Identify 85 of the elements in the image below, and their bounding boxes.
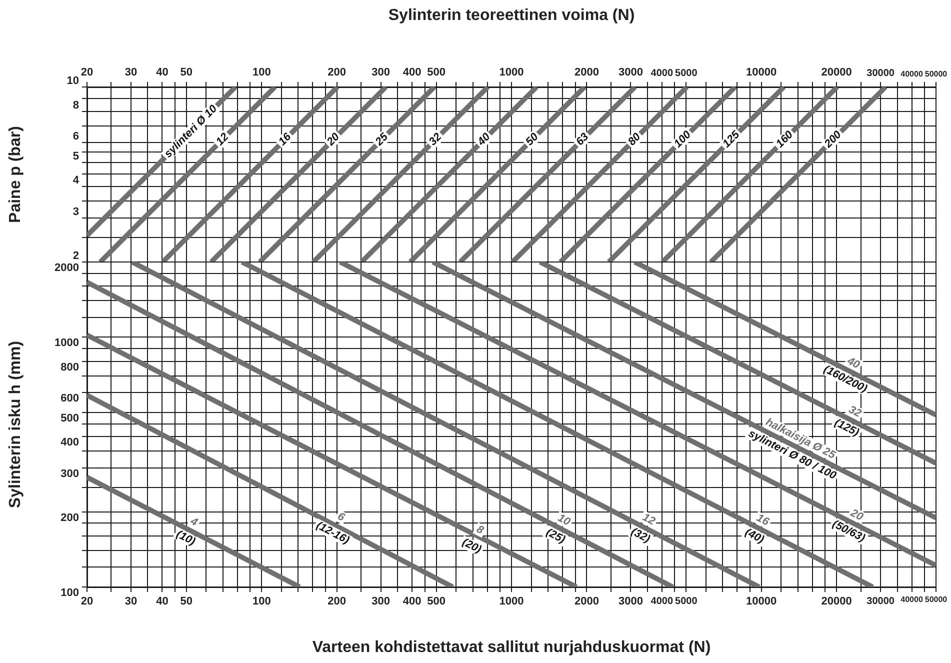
x-tick-label: 300: [372, 66, 390, 78]
y-tick-label: 3: [72, 206, 79, 218]
text: 50: [524, 130, 542, 148]
text: 6: [336, 510, 348, 524]
x-tick-label: 30000: [866, 596, 895, 607]
x-tick-label: 200: [328, 596, 346, 608]
text: 40: [474, 130, 493, 149]
y-axis-title: Sylinterin isku h (mm): [7, 340, 24, 508]
text: 80: [626, 130, 644, 148]
text: 100: [672, 128, 694, 150]
x-axis-title: Sylinterin teoreettinen voima (N): [388, 7, 635, 24]
x-tick-label: 4000: [650, 596, 674, 607]
text: 63: [574, 130, 592, 148]
x-tick-label: 2000: [574, 66, 599, 78]
y-axis-title: Paine p (bar): [7, 126, 24, 223]
text: 16: [754, 512, 772, 529]
x-tick-label: 200: [328, 66, 346, 78]
x-tick-label: 5000: [675, 596, 698, 607]
x-tick-label: 4000: [650, 68, 674, 79]
text: 32: [846, 404, 864, 420]
y-tick-label: 2: [72, 250, 79, 262]
x-tick-label: 50: [180, 66, 193, 78]
x-tick-label: 100: [252, 66, 271, 78]
text: 40: [844, 354, 862, 372]
text: 4: [188, 514, 200, 529]
text: 20: [848, 506, 866, 524]
text: 32: [426, 130, 444, 148]
x-tick-label: 40000: [900, 595, 924, 604]
text: 12: [214, 130, 232, 148]
text: 20: [324, 130, 343, 149]
x-tick-label: 1000: [499, 66, 524, 78]
text: 8: [474, 523, 486, 538]
annotation: (25): [544, 526, 568, 546]
x-tick-label: 20: [80, 596, 94, 608]
annotation: (40): [743, 526, 766, 546]
text: 25: [372, 130, 392, 149]
text: 125: [720, 128, 743, 150]
x-tick-label: 2000: [574, 596, 599, 608]
y-tick-label: 200: [60, 512, 79, 524]
x-tick-label: 30: [124, 596, 138, 608]
x-tick-label: 3000: [618, 596, 643, 608]
x-tick-label: 40000: [900, 69, 924, 78]
y-tick-label: 5: [72, 150, 79, 162]
x-tick-label: 50: [180, 596, 193, 608]
annotation: (32): [629, 526, 652, 546]
x-tick-label: 20: [80, 66, 94, 78]
x-tick-label: 50000: [924, 595, 948, 604]
text: 160: [774, 128, 796, 150]
x-tick-label: 100: [252, 596, 271, 608]
x-tick-label: 40: [156, 596, 168, 608]
text: 16: [276, 130, 294, 148]
x-tick-label: 10000: [746, 66, 777, 78]
x-tick-label: 30: [124, 66, 138, 78]
x-tick-label: 20000: [821, 66, 852, 78]
y-tick-label: 500: [60, 412, 79, 424]
y-tick-label: 300: [60, 468, 79, 480]
y-tick-label: 400: [60, 436, 79, 449]
y-tick-label: 4: [72, 174, 80, 187]
annotation: (125): [832, 416, 862, 440]
annotation: (10): [174, 528, 198, 548]
x-tick-label: 50000: [924, 69, 948, 78]
y-tick-label: 600: [60, 392, 79, 405]
y-tick-label: 2000: [54, 262, 79, 274]
x-tick-label: 20000: [821, 596, 852, 608]
y-tick-label: 8: [72, 99, 79, 112]
text: 200: [822, 128, 844, 151]
y-tick-label: 1000: [54, 337, 79, 350]
x-tick-label: 10000: [746, 596, 777, 608]
x-tick-label: 30000: [866, 68, 895, 79]
x-axis-title: Varteen kohdistettavat sallitut nurjahduskuormat (N): [312, 638, 711, 656]
x-tick-label: 300: [372, 596, 390, 608]
x-tick-label: 500: [427, 596, 446, 608]
x-tick-label: 400: [402, 596, 422, 608]
text: 10: [556, 512, 573, 529]
text: 12: [640, 511, 657, 528]
x-tick-label: 500: [427, 66, 446, 78]
x-tick-label: 40: [156, 66, 168, 78]
x-tick-label: 3000: [618, 66, 643, 78]
y-tick-label: 800: [60, 361, 79, 374]
x-tick-label: 5000: [675, 68, 698, 79]
x-tick-label: 1000: [499, 596, 524, 608]
annotation: (20): [460, 536, 484, 556]
y-tick-label: 6: [72, 130, 79, 143]
y-tick-label: 10: [66, 75, 79, 88]
x-tick-label: 400: [402, 66, 422, 78]
